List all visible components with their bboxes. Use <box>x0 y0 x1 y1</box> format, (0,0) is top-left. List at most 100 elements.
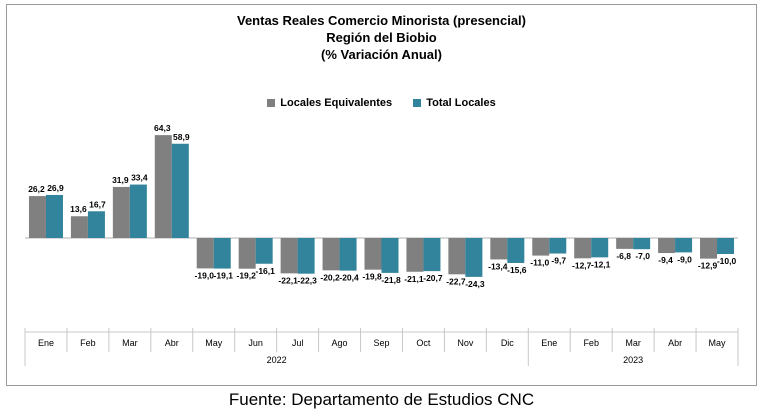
data-label-total-locales-13: -12,1 <box>591 259 611 269</box>
legend-item-locales-equivalentes: Locales Equivalentes <box>267 97 392 109</box>
data-label-locales-equivalentes-0: 26,2 <box>28 184 45 194</box>
bar-total-locales-10 <box>465 238 483 277</box>
bar-total-locales-16 <box>717 238 735 254</box>
bar-total-locales-6 <box>297 238 315 274</box>
x-tick-label-3: Abr <box>165 338 179 348</box>
bar-total-locales-8 <box>381 238 399 273</box>
legend-swatch-teal <box>413 99 422 107</box>
bar-locales-equivalentes-0 <box>28 196 46 238</box>
data-label-locales-equivalentes-5: -19,2 <box>236 271 256 281</box>
data-label-locales-equivalentes-10: -22,7 <box>446 276 466 286</box>
legend-item-total-locales: Total Locales <box>413 97 496 109</box>
bar-locales-equivalentes-12 <box>532 238 550 256</box>
x-tick-label-15: Abr <box>668 338 682 348</box>
data-label-locales-equivalentes-8: -19,8 <box>362 272 382 282</box>
x-tick-label-9: Oct <box>416 338 431 348</box>
x-tick-label-0: Ene <box>38 338 54 348</box>
x-tick-label-13: Feb <box>583 338 599 348</box>
source-note: Fuente: Departamento de Estudios CNC <box>228 390 535 409</box>
data-label-locales-equivalentes-6: -22,1 <box>278 275 298 285</box>
data-label-total-locales-6: -22,3 <box>297 276 317 286</box>
bar-total-locales-15 <box>675 238 693 253</box>
data-label-total-locales-12: -9,7 <box>551 256 566 266</box>
data-label-locales-equivalentes-11: -13,4 <box>488 261 508 271</box>
bar-locales-equivalentes-16 <box>700 238 718 259</box>
legend-swatch-gray <box>267 99 276 107</box>
data-label-total-locales-11: -15,6 <box>507 265 527 275</box>
data-label-total-locales-9: -20,7 <box>423 273 443 283</box>
data-label-locales-equivalentes-13: -12,7 <box>572 260 592 270</box>
bar-locales-equivalentes-13 <box>574 238 592 259</box>
bar-locales-equivalentes-6 <box>280 238 298 274</box>
legend-label-total-locales: Total Locales <box>426 97 496 109</box>
data-label-locales-equivalentes-9: -21,1 <box>404 274 424 284</box>
bar-locales-equivalentes-3 <box>154 135 172 238</box>
year-label-2022: 2022 <box>267 355 287 365</box>
data-label-total-locales-14: -7,0 <box>635 251 650 261</box>
data-label-locales-equivalentes-7: -20,2 <box>320 272 340 282</box>
x-tick-label-8: Sep <box>373 338 389 348</box>
chart-title-line-3: (% Variación Anual) <box>321 47 442 62</box>
x-tick-label-6: Jul <box>292 338 304 348</box>
data-label-total-locales-2: 33,4 <box>131 173 148 183</box>
x-tick-label-1: Feb <box>80 338 96 348</box>
chart-title: Ventas Reales Comercio Minorista (presen… <box>0 12 763 63</box>
bar-total-locales-12 <box>549 238 567 254</box>
data-label-locales-equivalentes-4: -19,0 <box>195 270 215 280</box>
bar-locales-equivalentes-9 <box>406 238 424 272</box>
x-tick-label-10: Nov <box>457 338 474 348</box>
bar-locales-equivalentes-4 <box>196 238 214 269</box>
bar-total-locales-0 <box>45 194 63 238</box>
data-label-locales-equivalentes-1: 13,6 <box>70 204 87 214</box>
bar-locales-equivalentes-11 <box>490 238 508 260</box>
x-tick-label-7: Ago <box>332 338 348 348</box>
bar-locales-equivalentes-2 <box>112 186 130 238</box>
bar-locales-equivalentes-8 <box>364 238 382 270</box>
bar-total-locales-13 <box>591 238 609 258</box>
data-label-locales-equivalentes-2: 31,9 <box>112 175 129 185</box>
bar-locales-equivalentes-10 <box>448 238 466 275</box>
data-label-locales-equivalentes-12: -11,0 <box>530 258 549 268</box>
data-label-total-locales-0: 26,9 <box>47 183 64 193</box>
data-label-total-locales-1: 16,7 <box>89 199 106 209</box>
chart-title-line-1: Ventas Reales Comercio Minorista (presen… <box>237 13 526 28</box>
data-label-locales-equivalentes-15: -9,4 <box>658 255 673 265</box>
bar-locales-equivalentes-7 <box>322 238 340 271</box>
data-label-total-locales-8: -21,8 <box>381 275 401 285</box>
data-label-locales-equivalentes-16: -12,9 <box>698 261 718 271</box>
bar-total-locales-14 <box>633 238 651 250</box>
bar-total-locales-3 <box>171 143 189 238</box>
data-label-total-locales-7: -20,4 <box>339 273 359 283</box>
data-label-total-locales-3: 58,9 <box>173 132 190 142</box>
bar-total-locales-4 <box>213 238 231 269</box>
x-tick-label-4: May <box>205 338 223 348</box>
bar-total-locales-9 <box>423 238 441 272</box>
chart-legend: Locales Equivalentes Total Locales <box>0 97 763 110</box>
chart-title-line-2: Región del Biobio <box>326 30 437 45</box>
data-label-total-locales-15: -9,0 <box>677 254 692 264</box>
bar-total-locales-2 <box>129 184 147 238</box>
bar-locales-equivalentes-14 <box>616 238 634 249</box>
data-label-locales-equivalentes-3: 64,3 <box>154 123 171 133</box>
year-label-2023: 2023 <box>623 355 643 365</box>
x-tick-label-16: May <box>709 338 727 348</box>
bar-total-locales-11 <box>507 238 525 263</box>
x-tick-label-14: Mar <box>625 338 641 348</box>
bar-locales-equivalentes-15 <box>658 238 676 254</box>
bar-locales-equivalentes-5 <box>238 238 256 269</box>
bar-total-locales-1 <box>87 211 105 238</box>
bar-locales-equivalentes-1 <box>70 216 88 238</box>
bar-total-locales-7 <box>339 238 357 271</box>
x-tick-label-5: Jun <box>248 338 263 348</box>
data-label-total-locales-4: -19,1 <box>214 271 234 281</box>
data-label-locales-equivalentes-14: -6,8 <box>616 251 631 261</box>
data-label-total-locales-10: -24,3 <box>465 279 485 289</box>
data-label-total-locales-5: -16,1 <box>255 266 275 276</box>
x-tick-label-2: Mar <box>122 338 138 348</box>
x-tick-label-12: Ene <box>541 338 557 348</box>
legend-label-locales-equivalentes: Locales Equivalentes <box>280 97 393 109</box>
x-tick-label-11: Dic <box>501 338 514 348</box>
data-label-total-locales-16: -10,0 <box>717 256 737 266</box>
bar-total-locales-5 <box>255 238 273 264</box>
